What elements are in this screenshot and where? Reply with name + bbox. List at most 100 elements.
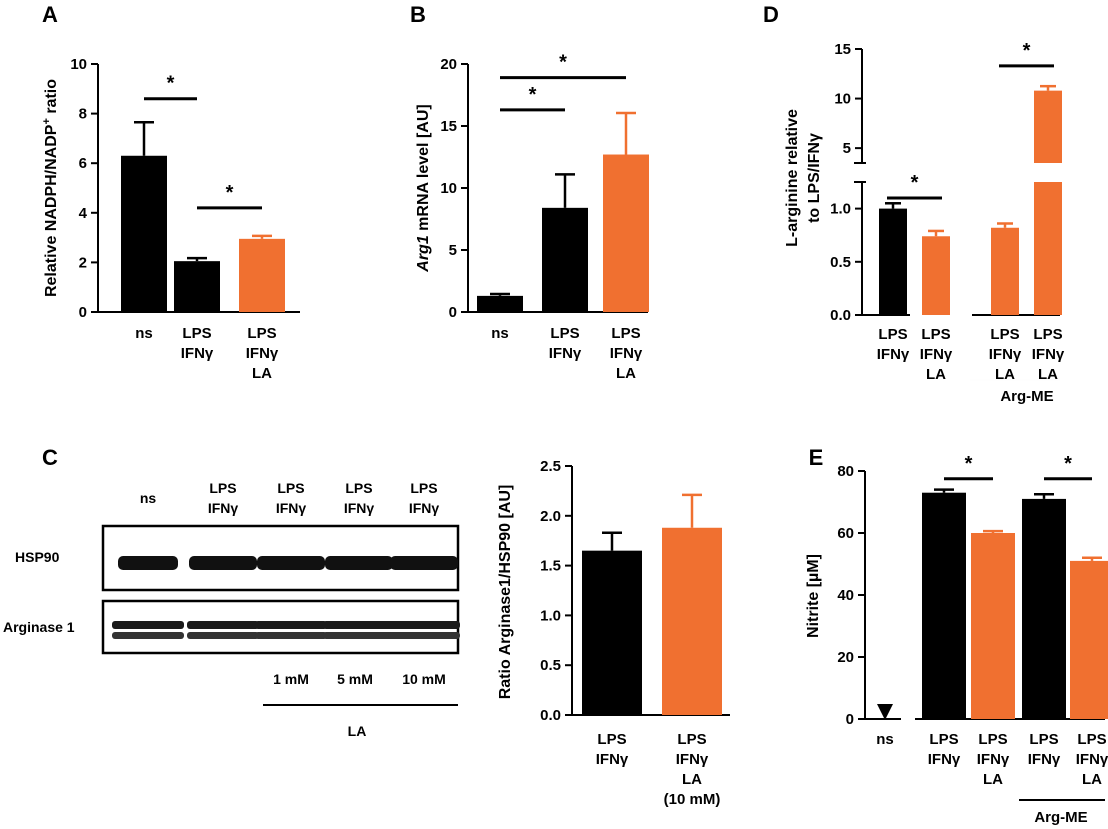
- lane-header: LPS: [209, 480, 236, 496]
- category-label: LPS: [611, 325, 640, 342]
- significance-star: *: [965, 453, 973, 475]
- category-label: LPS: [878, 326, 907, 343]
- band: [112, 621, 184, 629]
- not-detected-marker: [877, 704, 893, 720]
- y-tick-label: 10: [70, 56, 87, 73]
- y-tick-label: 0.0: [830, 307, 851, 324]
- band: [323, 632, 395, 639]
- y-tick-label: 0.5: [830, 254, 851, 271]
- category-label: IFNγ: [1076, 751, 1108, 768]
- y-tick-label: 20: [440, 56, 457, 73]
- bar: [542, 207, 588, 312]
- category-label: LPS: [550, 325, 579, 342]
- bar: [603, 154, 649, 312]
- category-label: LA: [252, 365, 272, 382]
- panel-label-a: A: [42, 2, 58, 27]
- category-label: LPS: [929, 731, 958, 748]
- category-label: LPS: [1033, 326, 1062, 343]
- bar: [879, 208, 907, 315]
- bar: [662, 527, 722, 715]
- arginase1-bands: [112, 621, 460, 639]
- category-label: LPS: [1029, 731, 1058, 748]
- y-tick-label: 2: [79, 254, 87, 271]
- y-tick-label: 1.5: [540, 558, 561, 575]
- y-tick-label: 6: [79, 155, 87, 172]
- category-label: ns: [876, 731, 894, 748]
- category-label: IFNγ: [920, 346, 953, 363]
- category-label: IFNγ: [877, 346, 910, 363]
- band: [255, 621, 327, 629]
- category-label: ns: [491, 325, 509, 342]
- y-tick-label: 0.0: [540, 707, 561, 724]
- y-tick-label: 0: [449, 304, 457, 321]
- category-label: LA: [995, 366, 1015, 383]
- category-label: LPS: [182, 325, 211, 342]
- y-tick-label: 0: [79, 304, 87, 321]
- band: [390, 556, 458, 570]
- significance-star: *: [167, 73, 175, 95]
- category-label: IFNγ: [610, 345, 643, 362]
- lane-header: LPS: [410, 480, 437, 496]
- y-axis-label: L-arginine relative to LPS/IFNγ: [784, 109, 823, 247]
- category-label: LPS: [247, 325, 276, 342]
- y-tick-label: 4: [79, 205, 88, 222]
- category-label: LPS: [597, 731, 626, 748]
- bar-upper-segment: [1034, 90, 1062, 163]
- significance-star: *: [1064, 453, 1072, 475]
- row-label-hsp90: HSP90: [15, 549, 60, 565]
- y-tick-label: 1.0: [540, 607, 561, 624]
- category-label: IFNγ: [989, 346, 1022, 363]
- panel-label-d: D: [763, 2, 779, 27]
- y-axis-label: Ratio Arginase1/HSP90 [AU]: [497, 485, 514, 700]
- y-tick-label: 5: [843, 140, 851, 157]
- category-label: LA: [682, 771, 702, 788]
- y-tick-label: 10: [834, 91, 851, 108]
- y-tick-label: 1.0: [830, 201, 851, 218]
- panel-label-b: B: [410, 2, 426, 27]
- concentration-label: 5 mM: [337, 671, 373, 687]
- significance-star: *: [529, 84, 537, 106]
- category-label: LA: [1082, 771, 1102, 788]
- y-tick-label: 80: [837, 463, 854, 480]
- band: [257, 556, 325, 570]
- category-label: LA: [983, 771, 1003, 788]
- category-label: LPS: [990, 326, 1019, 343]
- y-axis-label: Relative NADPH/NADP+ ratio: [41, 79, 60, 297]
- concentration-label: 10 mM: [402, 671, 446, 687]
- concentration-label: 1 mM: [273, 671, 309, 687]
- y-tick-label: 2.0: [540, 508, 561, 525]
- category-label: IFNγ: [596, 751, 629, 768]
- category-label: IFNγ: [1032, 346, 1065, 363]
- y-axis-label: Arg1 mRNA level [AU]: [415, 104, 432, 272]
- category-label: LA: [926, 366, 946, 383]
- y-tick-label: 20: [837, 649, 854, 666]
- significance-star: *: [226, 182, 234, 204]
- y-tick-label: 40: [837, 587, 854, 604]
- panel-label-e: E: [809, 445, 824, 470]
- panel-label-c: C: [42, 445, 58, 470]
- band: [323, 621, 395, 629]
- band: [187, 632, 259, 639]
- y-tick-label: 10: [440, 180, 457, 197]
- y-axis-label: Nitrite [µM]: [805, 554, 822, 638]
- group-label: Arg-ME: [1000, 388, 1053, 405]
- bar: [582, 550, 642, 715]
- bar: [174, 261, 220, 312]
- lane-header: IFNγ: [276, 500, 307, 516]
- significance-star: *: [911, 172, 919, 194]
- category-label: IFNγ: [246, 345, 279, 362]
- category-label: IFNγ: [549, 345, 582, 362]
- band: [112, 632, 184, 639]
- y-tick-label: 15: [834, 41, 851, 58]
- band: [255, 632, 327, 639]
- category-label: LPS: [677, 731, 706, 748]
- row-label-arginase1: Arginase 1: [3, 619, 75, 635]
- y-tick-label: 2.5: [540, 458, 561, 475]
- category-label: IFNγ: [1028, 751, 1061, 768]
- y-tick-label: 5: [449, 242, 457, 259]
- category-label: IFNγ: [977, 751, 1010, 768]
- bar: [922, 492, 966, 719]
- bar: [1022, 498, 1066, 719]
- band: [388, 632, 460, 639]
